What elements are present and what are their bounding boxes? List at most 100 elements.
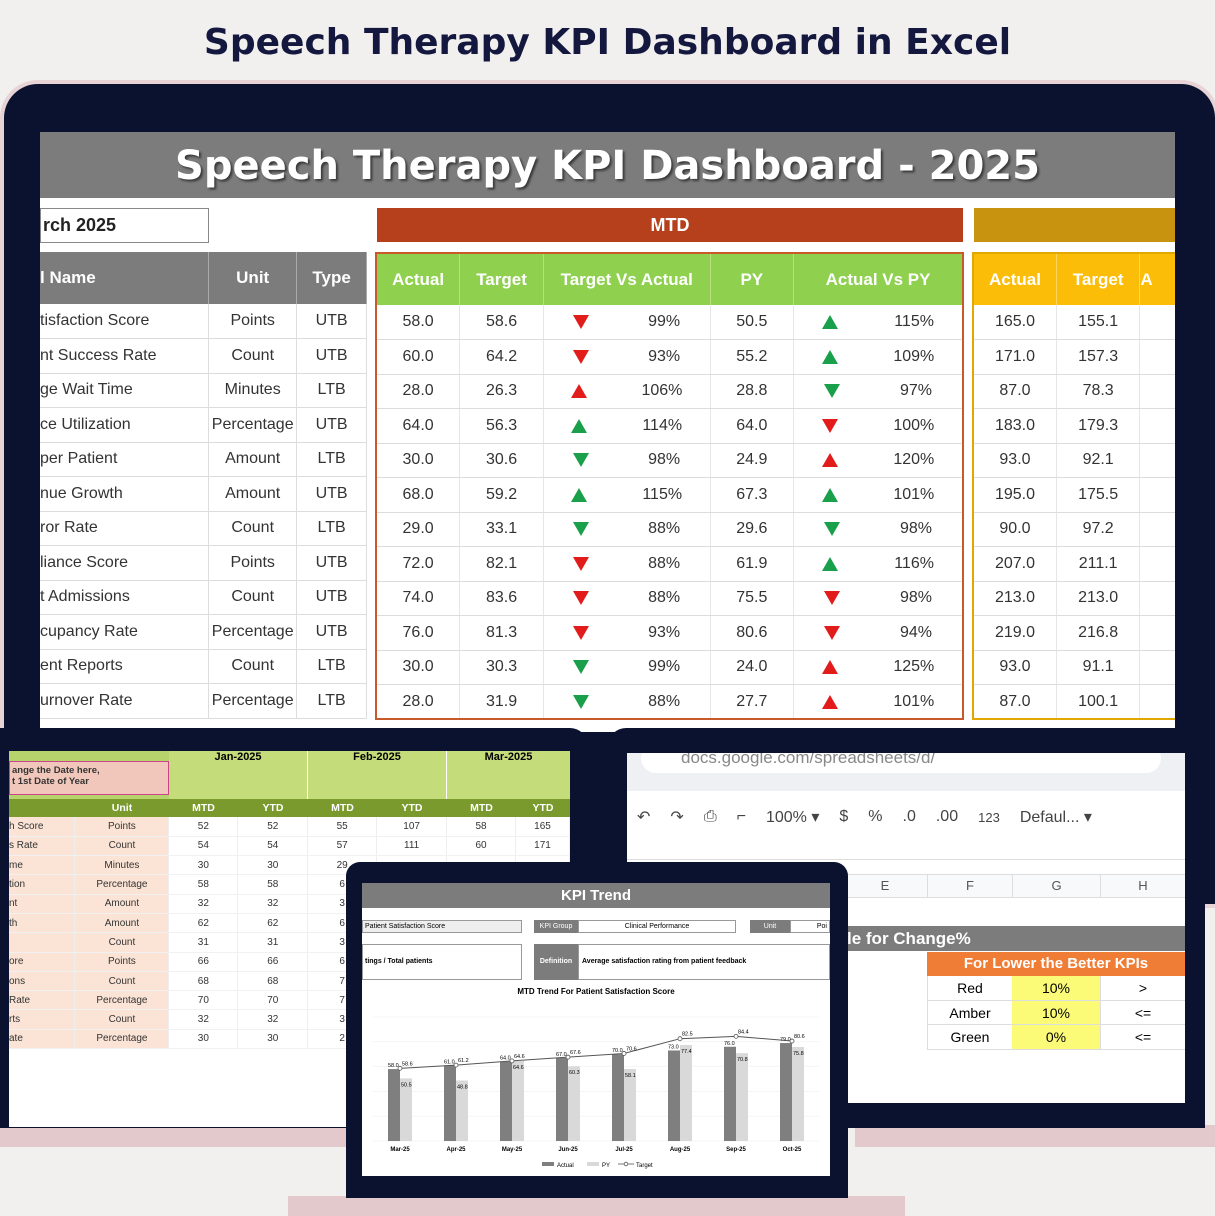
legend-actual-swatch	[542, 1162, 554, 1166]
sheet-cell: 30	[237, 1029, 309, 1050]
label-py: 70.8	[737, 1057, 748, 1063]
address-bar[interactable]: docs.google.com/spreadsheets/d/	[641, 753, 1161, 773]
ytd-target: 97.2	[1056, 512, 1141, 547]
col-header-e[interactable]: E	[842, 875, 927, 897]
mtd-target-vs-actual: 88%	[648, 520, 681, 538]
center-laptop: KPI Trend Patient Satisfaction Score KPI…	[346, 862, 848, 1198]
mtd-target: 30.6	[459, 443, 544, 478]
mtd-actual: 30.0	[376, 443, 461, 478]
currency-button[interactable]: $	[839, 808, 849, 825]
ytd-row: 87.0 100.1	[973, 684, 1175, 720]
col-mtd-tva: Target Vs Actual	[543, 253, 711, 305]
bar-actual	[500, 1061, 512, 1141]
paint-format-icon[interactable]: ⌐	[736, 808, 746, 825]
increase-decimal-button[interactable]: .00	[935, 808, 959, 825]
mtd-py: 50.5	[710, 305, 795, 340]
number-format-button[interactable]: 123	[978, 809, 1000, 825]
kpi-unit: Count	[208, 511, 298, 546]
bar-py	[792, 1047, 804, 1141]
kpi-name: liance Score	[40, 545, 210, 581]
undo-icon[interactable]: ↶	[637, 809, 651, 826]
target-point	[621, 1051, 627, 1056]
kpi-row: per Patient Amount LTB	[40, 442, 367, 477]
arrow-down-icon	[573, 660, 590, 675]
x-tick-label: Apr-25	[446, 1147, 466, 1153]
month-mar: Mar-2025	[484, 751, 533, 763]
mtd-actual: 29.0	[376, 512, 461, 547]
ytd-target: 179.3	[1056, 408, 1141, 444]
col-header-h[interactable]: H	[1100, 875, 1185, 897]
label-target: 84.4	[738, 1029, 749, 1035]
col-type: Type	[296, 252, 367, 304]
label-py: 48.8	[457, 1084, 468, 1090]
decrease-decimal-button[interactable]: .0	[902, 808, 916, 825]
arrow-down-icon	[573, 349, 590, 364]
col-mtd-avp: Actual Vs PY	[793, 253, 964, 305]
ytd-actual: 87.0	[973, 374, 1057, 409]
mtd-py: 61.9	[710, 546, 795, 582]
ytd-row: 87.0 78.3	[973, 374, 1175, 409]
ytd-actual: 171.0	[973, 339, 1057, 375]
sheet-cell: 31	[237, 932, 309, 953]
mtd-actual-vs-py: 115%	[894, 313, 934, 330]
mtd-target-vs-actual: 88%	[648, 554, 681, 572]
rule-threshold[interactable]: 10%	[1012, 1000, 1100, 1024]
mtd-row: 60.0 64.2 93% 55.2 109%	[376, 339, 964, 375]
sheet-cell: 165	[515, 817, 570, 837]
rule-threshold[interactable]: 0%	[1012, 1025, 1100, 1049]
rule-row: Amber 10% <=	[927, 1000, 1185, 1025]
target-point	[397, 1065, 403, 1071]
rule-status: Amber	[927, 1000, 1012, 1024]
dashboard-banner: Speech Therapy KPI Dashboard - 2025	[40, 132, 1175, 198]
zoom-select[interactable]: 100% ▾	[765, 809, 820, 826]
kpi-name: nt Success Rate	[40, 338, 210, 374]
sheet-cell: 32	[168, 1009, 239, 1030]
mtd-target: 83.6	[459, 581, 544, 616]
kpi-select[interactable]: Patient Satisfaction Score	[362, 920, 522, 933]
ytd-target: 211.1	[1056, 546, 1141, 582]
kpi-type: UTB	[296, 580, 367, 615]
mtd-actual: 30.0	[376, 650, 461, 685]
rule-threshold[interactable]: 10%	[1012, 976, 1100, 1000]
mtd-target-vs-actual: 88%	[648, 692, 681, 710]
arrow-down-icon	[824, 625, 841, 640]
col-ytd-target: Target	[1056, 253, 1141, 305]
sheet-cell: 66	[168, 952, 239, 972]
sheet-cell: 60	[446, 836, 516, 857]
arrow-down-icon	[824, 384, 841, 399]
mtd-row: 29.0 33.1 88% 29.6 98%	[376, 512, 964, 547]
label-target: 58.6	[402, 1061, 413, 1067]
sheet-cell	[9, 932, 76, 953]
kpi-name: nue Growth	[40, 476, 210, 512]
col-feb-ytd: YTD	[401, 802, 423, 814]
target-point	[789, 1038, 795, 1044]
kpi-table: l Name Unit Type tisfaction Score Points U…	[40, 252, 367, 719]
ytd-table: Actual Target A 165.0 155.1 171.0 157.3 87.0…	[972, 252, 1175, 720]
mtd-row: 76.0 81.3 93% 80.6 94%	[376, 615, 964, 651]
col-header-g[interactable]: G	[1012, 875, 1100, 897]
mtd-actual: 28.0	[376, 374, 461, 409]
col-mar-mtd: MTD	[470, 802, 493, 814]
redo-icon[interactable]: ↷	[670, 809, 684, 826]
kpi-unit: Points	[208, 304, 298, 339]
col-header-f[interactable]: F	[927, 875, 1012, 897]
kpi-unit: Percentage	[208, 407, 298, 443]
percent-button[interactable]: %	[868, 808, 883, 825]
month-selector[interactable]: rch 2025	[40, 208, 209, 243]
arrow-down-icon	[824, 522, 841, 537]
font-select[interactable]: Defaul... ▾	[1019, 809, 1092, 826]
sheet-cell: Count	[74, 836, 170, 857]
sheet-cell: Amount	[74, 894, 170, 914]
print-icon[interactable]: ⎙	[703, 808, 717, 825]
mtd-actual: 68.0	[376, 477, 461, 513]
mtd-actual: 60.0	[376, 339, 461, 375]
mtd-row: 30.0 30.6 98% 24.9 120%	[376, 443, 964, 478]
mtd-actual: 28.0	[376, 684, 461, 720]
mtd-target-vs-actual: 114%	[642, 416, 683, 434]
mtd-py: 24.0	[710, 650, 795, 685]
sheet-cell: 52	[168, 817, 239, 837]
sheet-cell: 30	[237, 855, 309, 876]
mtd-target: 56.3	[459, 408, 544, 444]
sheet-cell: Points	[74, 952, 170, 972]
ytd-row: 90.0 97.2	[973, 512, 1175, 547]
